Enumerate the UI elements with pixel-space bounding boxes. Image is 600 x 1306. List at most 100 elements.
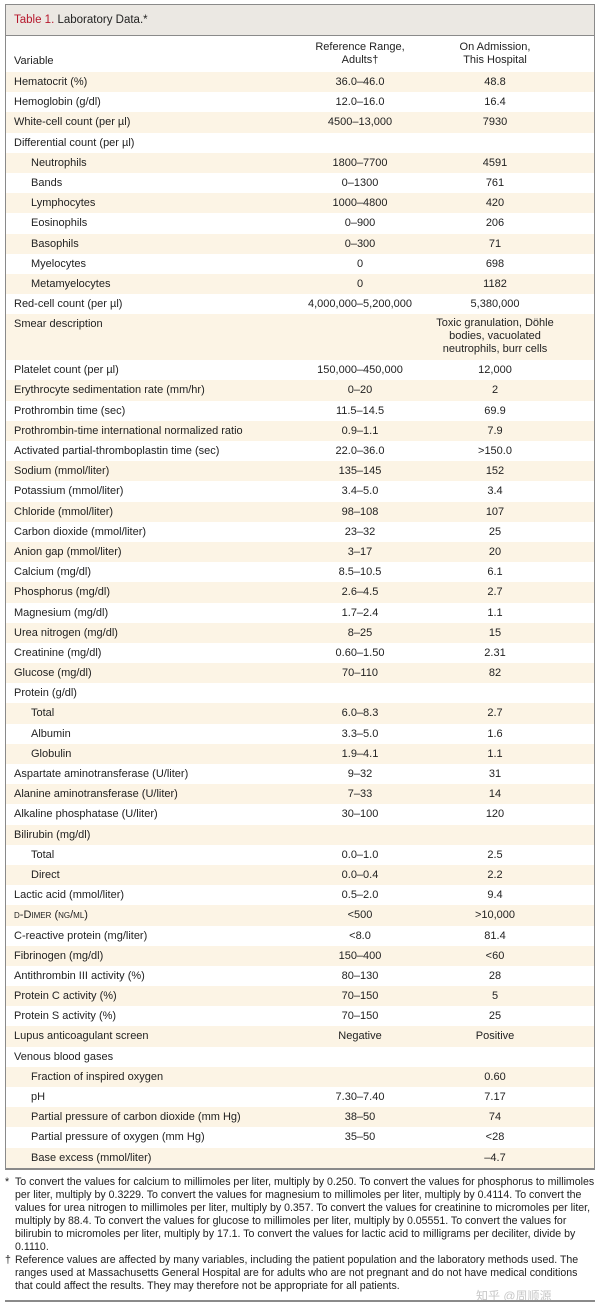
- variable-cell: Myelocytes: [31, 257, 87, 270]
- variable-cell: Metamyelocytes: [31, 277, 111, 290]
- table-row: Basophils 0–300 71: [6, 233, 594, 254]
- table-row: Potassium (mmol/liter) 3.4–5.0 3.4: [6, 481, 594, 501]
- table-row: Direct 0.0–0.4 2.2: [6, 864, 594, 886]
- admission-value-cell: 7.9: [487, 424, 503, 437]
- table-caption: Laboratory Data.*: [54, 14, 148, 26]
- variable-cell: Chloride (mmol/liter): [14, 505, 114, 518]
- reference-range-cell: 7–33: [347, 788, 373, 801]
- admission-value-cell: 698: [485, 257, 505, 270]
- table-row: Erythrocyte sedimentation rate (mm/hr) 0–…: [6, 380, 594, 401]
- reference-range-cell: 135–145: [338, 465, 382, 478]
- admission-value-cell: >150.0: [478, 445, 512, 457]
- table-row: pH 7.30–7.40 7.17: [6, 1087, 594, 1107]
- variable-cell: Prothrombin-time international normalize…: [14, 424, 243, 437]
- admission-value-cell: 120: [485, 808, 505, 821]
- table-row: Alkaline phosphatase (U/liter) 30–100 120: [6, 804, 594, 824]
- table-row: Partial pressure of carbon dioxide (mm H…: [6, 1107, 594, 1128]
- table-row: d-Dimer (ng/ml) <500 >10,000: [6, 905, 594, 926]
- footnote-text: To convert the values for calcium to mil…: [15, 1176, 595, 1253]
- admission-value-cell: 2.7: [487, 707, 503, 720]
- variable-cell: Prothrombin time (sec): [14, 404, 126, 417]
- reference-range-cell: 70–110: [342, 667, 378, 680]
- table-row: Partial pressure of oxygen (mm Hg) 35–50 <…: [6, 1127, 594, 1147]
- table-row: Albumin 3.3–5.0 1.6: [6, 724, 594, 744]
- variable-cell: Alanine aminotransferase (U/liter): [14, 788, 178, 801]
- variable-cell: Differential count (per µl): [14, 136, 135, 149]
- table-row: White-cell count (per µl) 4500–13,000 7930: [6, 112, 594, 133]
- admission-value-cell: 2.7: [487, 586, 503, 599]
- variable-cell: Erythrocyte sedimentation rate (mm/hr): [14, 384, 205, 397]
- variable-cell: Total: [31, 848, 55, 861]
- admission-value-cell: 1.6: [487, 727, 503, 740]
- admission-value-cell: 31: [488, 768, 502, 780]
- table-row: Base excess (mmol/liter) –4.7: [6, 1147, 594, 1168]
- variable-cell: Creatinine (mg/dl): [14, 646, 102, 659]
- footnote: † Reference values are affected by many v…: [5, 1254, 595, 1293]
- reference-range-cell: 23–32: [344, 525, 376, 538]
- table-row: Protein (g/dl): [6, 683, 594, 703]
- table-row: Prothrombin time (sec) 11.5–14.5 69.9: [6, 401, 594, 421]
- reference-range-cell: 4500–13,000: [327, 116, 393, 129]
- table-row: Globulin 1.9–4.1 1.1: [6, 743, 594, 764]
- table-number: Table 1.: [14, 14, 55, 26]
- table-row: Lactic acid (mmol/liter) 0.5–2.0 9.4: [6, 885, 594, 905]
- reference-range-cell: 4,000,000–5,200,000: [308, 298, 412, 311]
- watermark: 知乎 @周顺源: [476, 1289, 552, 1303]
- admission-value-cell: 14: [488, 788, 502, 801]
- admission-value-cell: 0.60: [484, 1070, 506, 1083]
- variable-cell: Base excess (mmol/liter): [31, 1151, 152, 1164]
- variable-cell: Carbon dioxide (mmol/liter): [14, 525, 147, 538]
- admission-value-cell: 4591: [482, 156, 508, 169]
- admission-value-cell: 25: [488, 525, 502, 538]
- reference-range-cell: 0: [356, 277, 364, 290]
- table-row: Carbon dioxide (mmol/liter) 23–32 25: [6, 522, 594, 542]
- table-row: Protein C activity (%) 70–150 5: [6, 986, 594, 1007]
- table-row: Glucose (mg/dl) 70–110 82: [6, 663, 594, 684]
- admission-value-cell: 2: [491, 384, 499, 397]
- table-row: Smear description Toxic granulation, Döhl…: [6, 314, 594, 361]
- variable-cell: Hematocrit (%): [14, 76, 88, 88]
- admission-value-cell: 28: [488, 969, 502, 982]
- table-row: Calcium (mg/dl) 8.5–10.5 6.1: [6, 562, 594, 582]
- variable-cell: Calcium (mg/dl): [14, 566, 92, 579]
- reference-range-cell: 7.30–7.40: [335, 1091, 385, 1103]
- table-row: Red-cell count (per µl) 4,000,000–5,200,0…: [6, 294, 594, 314]
- reference-range-cell: 70–150: [341, 990, 379, 1003]
- table-row: Creatinine (mg/dl) 0.60–1.50 2.31: [6, 643, 594, 663]
- reference-range-cell: 35–50: [344, 1131, 376, 1144]
- variable-cell: Platelet count (per µl): [14, 364, 119, 377]
- variable-cell: Bilirubin (mg/dl): [14, 828, 91, 841]
- table-row: Metamyelocytes 0 1182: [6, 273, 594, 295]
- table-row: Magnesium (mg/dl) 1.7–2.4 1.1: [6, 603, 594, 623]
- variable-cell: Bands: [31, 176, 63, 189]
- variable-cell: Smear description: [14, 318, 103, 331]
- variable-cell: Phosphorus (mg/dl): [14, 586, 110, 599]
- admission-value-cell: 25: [488, 1010, 502, 1023]
- reference-range-cell: 1.7–2.4: [341, 606, 379, 619]
- table-row: Differential count (per µl): [6, 133, 594, 153]
- table-title: Table 1. Laboratory Data.*: [6, 5, 594, 36]
- reference-range-cell: 30–100: [341, 808, 379, 821]
- footnote-mark: †: [5, 1254, 11, 1266]
- reference-range-cell: <500: [347, 909, 373, 922]
- reference-range-cell: 8.5–10.5: [338, 566, 382, 579]
- admission-value-cell: 420: [485, 197, 505, 210]
- reference-range-cell: 22.0–36.0: [335, 445, 385, 457]
- bottom-rule: [5, 1300, 595, 1302]
- variable-cell: Lupus anticoagulant screen: [14, 1030, 149, 1043]
- reference-range-cell: 0: [356, 257, 364, 270]
- reference-range-cell: 70–150: [341, 1010, 379, 1023]
- table-row: Total 6.0–8.3 2.7: [6, 703, 594, 724]
- table-row: Hematocrit (%) 36.0–46.0 48.8: [6, 72, 594, 93]
- variable-cell: Red-cell count (per µl): [14, 298, 123, 311]
- table-row: Fraction of inspired oxygen 0.60: [6, 1066, 594, 1087]
- reference-range-cell: 0–900: [344, 217, 376, 230]
- reference-range-cell: 0–300: [344, 237, 376, 250]
- admission-value-cell: 16.4: [484, 96, 506, 109]
- admission-value-cell: 152: [485, 465, 505, 478]
- table-row: Sodium (mmol/liter) 135–145 152: [6, 461, 594, 482]
- reference-range-cell: 0.0–0.4: [341, 868, 379, 881]
- admission-value-cell: –4.7: [484, 1151, 506, 1164]
- admission-value-cell: Toxic granulation, Döhle bod­ies, vacuol…: [436, 317, 554, 356]
- table-row: Lymphocytes 1000–4800 420: [6, 193, 594, 214]
